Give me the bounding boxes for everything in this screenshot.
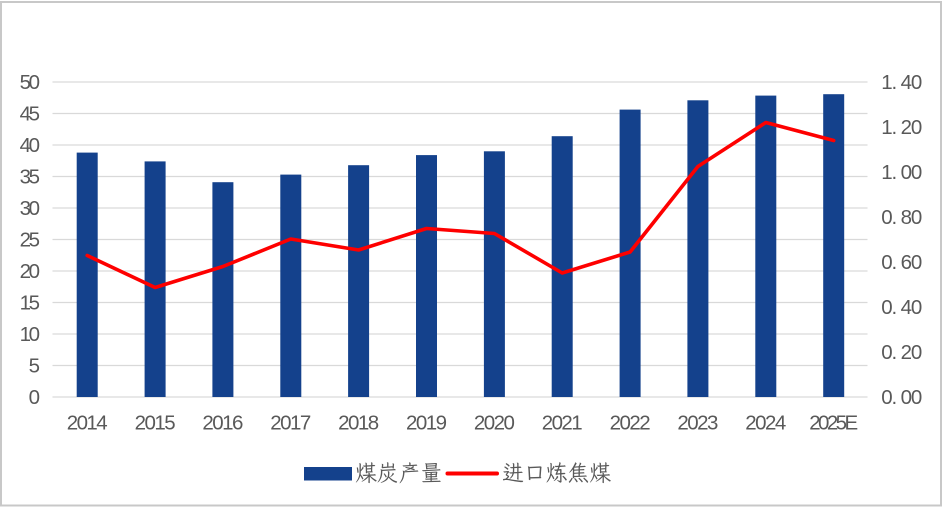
svg-text:10: 10 (20, 323, 40, 346)
svg-text:0. 60: 0. 60 (881, 251, 922, 274)
svg-text:1. 20: 1. 20 (881, 116, 922, 139)
svg-text:2020: 2020 (474, 412, 515, 435)
svg-text:2023: 2023 (677, 412, 718, 435)
svg-text:40: 40 (20, 134, 40, 157)
svg-text:2019: 2019 (406, 412, 447, 435)
svg-text:2018: 2018 (338, 412, 379, 435)
svg-text:2025E: 2025E (809, 412, 858, 435)
svg-text:2021: 2021 (542, 412, 583, 435)
svg-text:0. 40: 0. 40 (881, 296, 922, 319)
svg-text:2016: 2016 (202, 412, 243, 435)
svg-text:2017: 2017 (270, 412, 311, 435)
svg-text:0: 0 (29, 386, 40, 409)
svg-text:35: 35 (20, 166, 40, 189)
svg-text:0. 00: 0. 00 (881, 386, 922, 409)
svg-text:1. 40: 1. 40 (881, 71, 922, 94)
svg-text:2015: 2015 (135, 412, 176, 435)
svg-text:5: 5 (29, 355, 40, 378)
svg-text:45: 45 (20, 103, 40, 126)
svg-text:25: 25 (20, 229, 40, 252)
svg-text:1. 00: 1. 00 (881, 161, 922, 184)
svg-text:2024: 2024 (745, 412, 786, 435)
svg-text:50: 50 (20, 71, 40, 94)
svg-text:2014: 2014 (67, 412, 108, 435)
svg-text:2022: 2022 (610, 412, 651, 435)
svg-text:30: 30 (20, 197, 40, 220)
svg-text:15: 15 (20, 292, 40, 315)
svg-text:0. 80: 0. 80 (881, 206, 922, 229)
svg-text:20: 20 (20, 260, 40, 283)
svg-text:0. 20: 0. 20 (881, 341, 922, 364)
